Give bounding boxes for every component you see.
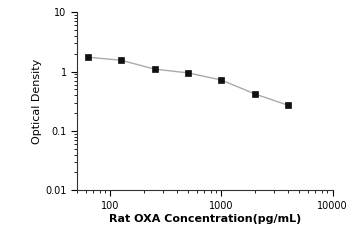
X-axis label: Rat OXA Concentration(pg/mL): Rat OXA Concentration(pg/mL): [108, 214, 301, 224]
Y-axis label: Optical Density: Optical Density: [33, 59, 42, 144]
